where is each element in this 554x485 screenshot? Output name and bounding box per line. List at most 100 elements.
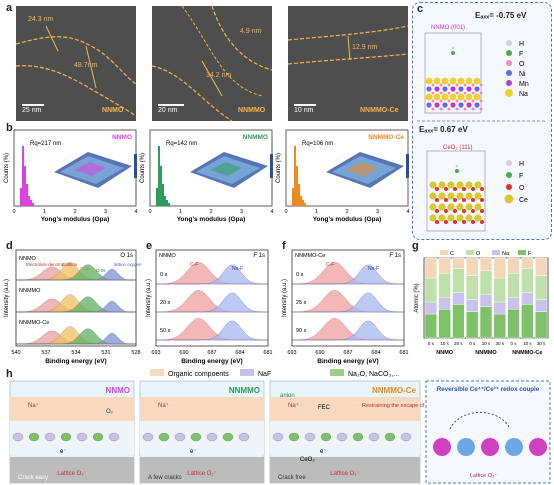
- sei-particle: [352, 432, 364, 442]
- sample-label: NNMMO: [243, 134, 268, 141]
- atom: [456, 192, 464, 200]
- cathode-layer: [10, 457, 134, 483]
- peak-c-f: [291, 262, 404, 285]
- y-axis-label: Counts (%): [140, 153, 146, 183]
- atom: [426, 86, 432, 92]
- peak-na-f: [292, 264, 405, 285]
- atom: [435, 187, 439, 191]
- legend-swatch: [518, 250, 526, 255]
- fec-label: FEC: [318, 405, 331, 411]
- sample-label: NNMMO-Ce: [368, 134, 404, 141]
- atom: [463, 83, 467, 87]
- atom: [462, 187, 466, 191]
- legend-label: Mn: [519, 81, 529, 88]
- atom: [429, 192, 437, 200]
- atom: [425, 93, 433, 101]
- stacked-bar-segment: [493, 313, 506, 339]
- panel-label-c: c: [417, 3, 424, 15]
- ion: [457, 438, 475, 456]
- depth-label: 50 s: [160, 328, 171, 334]
- sample-label: NNMO: [159, 253, 177, 259]
- x-tick-label: 10 s: [523, 341, 532, 346]
- atom: [453, 220, 457, 224]
- panel-label-h: h: [6, 368, 13, 380]
- afm-map: [326, 152, 409, 188]
- sei-particle: [384, 432, 396, 442]
- afm-colorbar: [406, 154, 409, 178]
- panel-label-e: e: [146, 240, 153, 252]
- rq-value: Rq=217 nm: [30, 141, 61, 147]
- legend-label: Ce: [519, 197, 528, 204]
- histogram-bar: [298, 184, 300, 206]
- atom: [439, 99, 443, 103]
- axes-frame: [291, 249, 405, 347]
- histogram-bar: [156, 188, 158, 206]
- stacked-bar-segment: [452, 292, 465, 305]
- legend-swatch: [150, 369, 164, 376]
- sei-particle: [400, 432, 412, 442]
- sei-particle: [174, 432, 186, 442]
- atom: [457, 77, 465, 85]
- atom: [453, 209, 457, 213]
- atom: [471, 209, 475, 213]
- legend-swatch: [240, 369, 254, 376]
- x-tick-label: 681: [263, 350, 272, 356]
- stacked-bar-segment: [466, 311, 479, 339]
- x-tick-label: 687: [207, 350, 216, 356]
- x-tick-label: 4: [134, 209, 137, 215]
- stacked-bar-segment: [424, 313, 437, 339]
- x-tick-label: 2: [209, 209, 212, 215]
- x-axis-label: Binding energy (eV): [45, 358, 106, 365]
- tem-dim-1: 4.9 nm: [240, 28, 262, 35]
- legend-label: O: [476, 251, 481, 257]
- legend-label: Na: [502, 251, 510, 257]
- atom: [435, 198, 439, 202]
- x-tick-label: 0 s: [469, 341, 476, 346]
- sample-label: NNMMO: [19, 288, 41, 294]
- scale-bar: [22, 104, 44, 106]
- atom: [465, 181, 473, 189]
- adsorbate-h: [455, 164, 459, 168]
- atom: [456, 181, 464, 189]
- legend-swatch: [506, 80, 512, 86]
- atom: [471, 99, 475, 103]
- atom: [474, 192, 482, 200]
- x-tick-label: 1: [315, 209, 318, 215]
- sei-particle: [158, 432, 170, 442]
- atom: [439, 91, 443, 95]
- x-tick-label: 537: [41, 350, 50, 356]
- tem-image-nnmo: 24.3 nm 48.7nm 25 nm NNMO: [16, 6, 136, 121]
- stacked-bar-segment: [466, 275, 479, 300]
- redox-arrow: [449, 412, 511, 430]
- atom: [471, 187, 475, 191]
- histogram-bar: [292, 188, 294, 206]
- depth-label: 20 s: [160, 300, 171, 306]
- sample-label: NNMMO: [229, 386, 260, 395]
- rq-value: Rq=142 nm: [166, 141, 197, 147]
- tem-contour-nnmo: [16, 25, 136, 117]
- x-tick-label: 534: [71, 350, 80, 356]
- histogram-bar: [158, 146, 160, 206]
- atom: [439, 107, 443, 111]
- x-tick-label: 684: [371, 350, 380, 356]
- sei-particle: [44, 432, 56, 442]
- stacked-bar-segment: [493, 257, 506, 279]
- legend-swatch: [506, 40, 512, 46]
- legend-label: NaF: [258, 371, 271, 378]
- histogram-bar: [162, 184, 164, 206]
- atom: [441, 93, 449, 101]
- ceo2-label: CeO₂: [300, 457, 315, 463]
- legend-swatch: [504, 194, 514, 204]
- afm-map: [54, 152, 137, 188]
- x-tick-label: 690: [179, 350, 188, 356]
- adsorbate-h: [451, 46, 455, 50]
- atom: [474, 181, 482, 189]
- scale-bar: [158, 104, 184, 106]
- depth-label: 0 s: [160, 272, 168, 278]
- legend-swatch: [330, 369, 344, 376]
- atom: [433, 93, 441, 101]
- organic-layer: [270, 397, 420, 421]
- atom: [471, 107, 475, 111]
- stacked-bar-segment: [452, 257, 465, 269]
- atom: [479, 83, 483, 87]
